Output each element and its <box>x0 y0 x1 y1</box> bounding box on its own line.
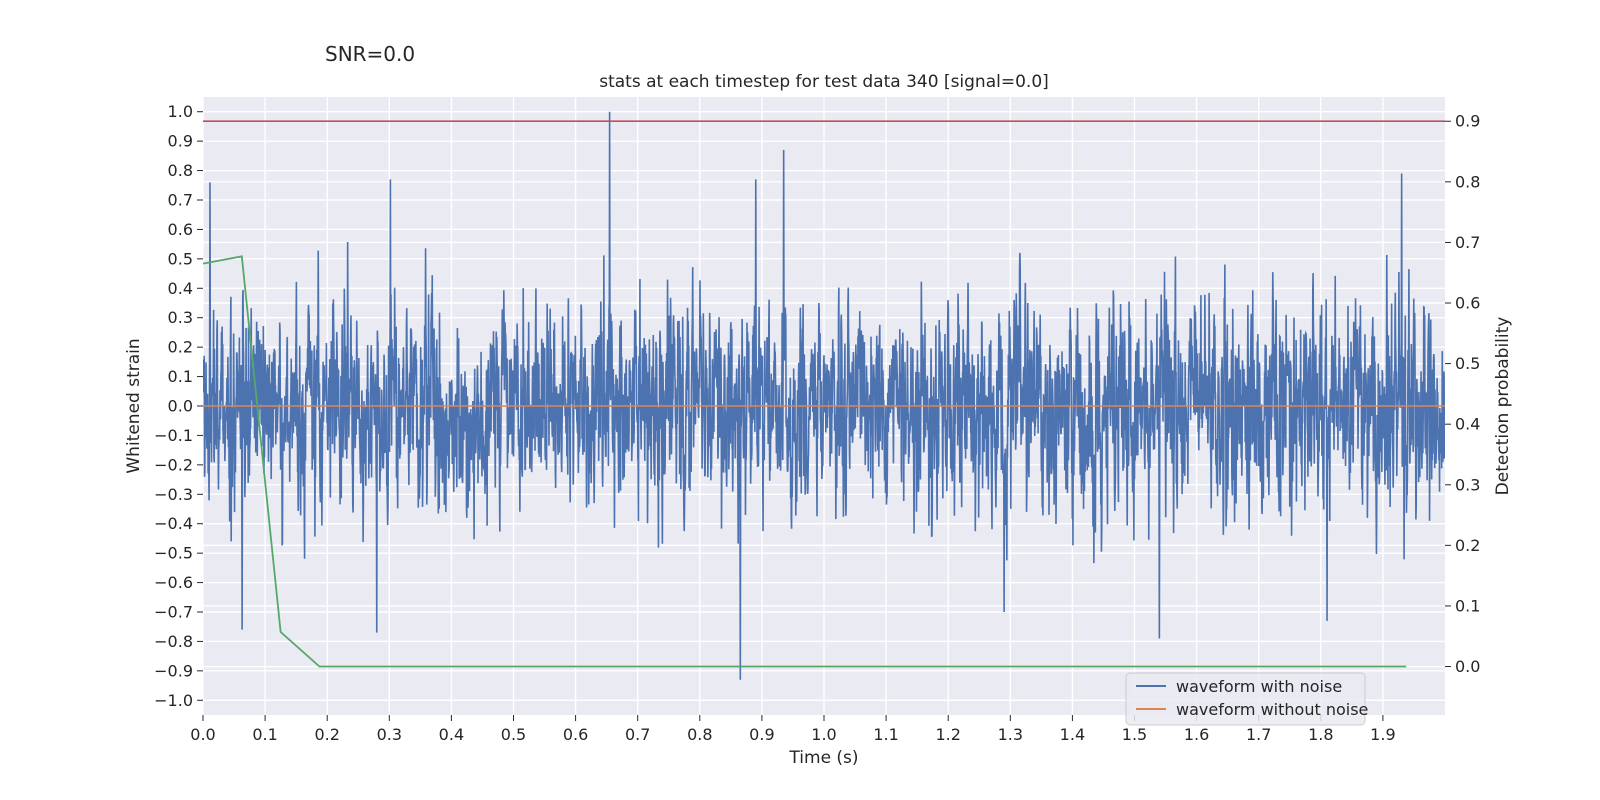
x-tick-label: 0.4 <box>439 725 464 744</box>
legend-box <box>1125 672 1366 726</box>
y-tick-label: −0.1 <box>154 426 193 445</box>
x-tick-label: 0.7 <box>625 725 650 744</box>
y2-tick-label: 0.1 <box>1455 596 1480 615</box>
y-tick-label: 0.4 <box>168 279 193 298</box>
x-tick-label: 0.2 <box>314 725 339 744</box>
y-tick-label: −0.3 <box>154 485 193 504</box>
y-tick-label: 1.0 <box>168 102 193 121</box>
y-tick-label: 0.1 <box>168 367 193 386</box>
y-tick-label: −1.0 <box>154 691 193 710</box>
y-tick-label: −0.8 <box>154 632 193 651</box>
y-tick-label: 0.7 <box>168 191 193 210</box>
y-tick-label: −0.2 <box>154 455 193 474</box>
x-tick-label: 1.5 <box>1122 725 1147 744</box>
x-tick-label: 0.0 <box>190 725 215 744</box>
x-tick-label: 1.7 <box>1246 725 1271 744</box>
x-tick-label: 1.8 <box>1308 725 1333 744</box>
y-tick-label: 0.2 <box>168 338 193 357</box>
y-tick-label: −0.4 <box>154 514 193 533</box>
y-tick-label: −0.5 <box>154 544 193 563</box>
y2-tick-label: 0.8 <box>1455 172 1480 191</box>
x-tick-label: 1.6 <box>1184 725 1209 744</box>
y-tick-label: 0.3 <box>168 308 193 327</box>
y-tick-label: −0.7 <box>154 603 193 622</box>
y-tick-label: 0.5 <box>168 249 193 268</box>
y2-tick-label: 0.4 <box>1455 415 1480 434</box>
y2-tick-label: 0.2 <box>1455 536 1480 555</box>
y2-tick-label: 0.6 <box>1455 294 1480 313</box>
y2-tick-label: 0.0 <box>1455 657 1480 676</box>
y-tick-label: −0.9 <box>154 661 193 680</box>
x-tick-label: 1.9 <box>1370 725 1395 744</box>
x-axis-label: Time (s) <box>788 748 858 768</box>
x-tick-label: 1.3 <box>998 725 1023 744</box>
y-axis-label: Whitened strain <box>124 338 144 473</box>
plot-marks <box>203 111 1445 680</box>
axes-labels: 0.0 0.1 0.2 0.3 0.4 0.5 0.6 0.7 0.8 0.9 1.0 1.1 1.2 1… <box>154 102 1480 744</box>
x-tick-label: 1.4 <box>1060 725 1085 744</box>
y-tick-label: 0.9 <box>168 132 193 151</box>
y2-tick-label: 0.7 <box>1455 233 1480 252</box>
y-tick-label: 0.8 <box>168 161 193 180</box>
y-tick-label: 0.0 <box>168 397 193 416</box>
x-tick-label: 0.1 <box>252 725 277 744</box>
series-waveform-with-noise <box>203 111 1445 680</box>
y-tick-label: −0.6 <box>154 573 193 592</box>
legend-label-waveform-without-noise: waveform without noise <box>1176 700 1368 719</box>
x-tick-label: 1.1 <box>873 725 898 744</box>
x-tick-label: 1.0 <box>811 725 836 744</box>
x-tick-label: 0.8 <box>687 725 712 744</box>
x-tick-label: 0.9 <box>749 725 774 744</box>
y2-tick-label: 0.5 <box>1455 354 1480 373</box>
y2-axis-label: Detection probability <box>1493 317 1513 496</box>
y2-tick-label: 0.9 <box>1455 112 1480 131</box>
y-tick-label: 0.6 <box>168 220 193 239</box>
y2-tick-label: 0.3 <box>1455 475 1480 494</box>
figure-suptitle: SNR=0.0 <box>325 42 416 66</box>
chart-title: stats at each timestep for test data 340… <box>599 72 1049 92</box>
x-tick-label: 0.5 <box>501 725 526 744</box>
legend-label-waveform-with-noise: waveform with noise <box>1176 677 1342 696</box>
x-tick-label: 0.3 <box>377 725 402 744</box>
x-tick-label: 0.6 <box>563 725 588 744</box>
legend: waveform with noise waveform without nois… <box>1125 672 1368 726</box>
x-tick-label: 1.2 <box>935 725 960 744</box>
